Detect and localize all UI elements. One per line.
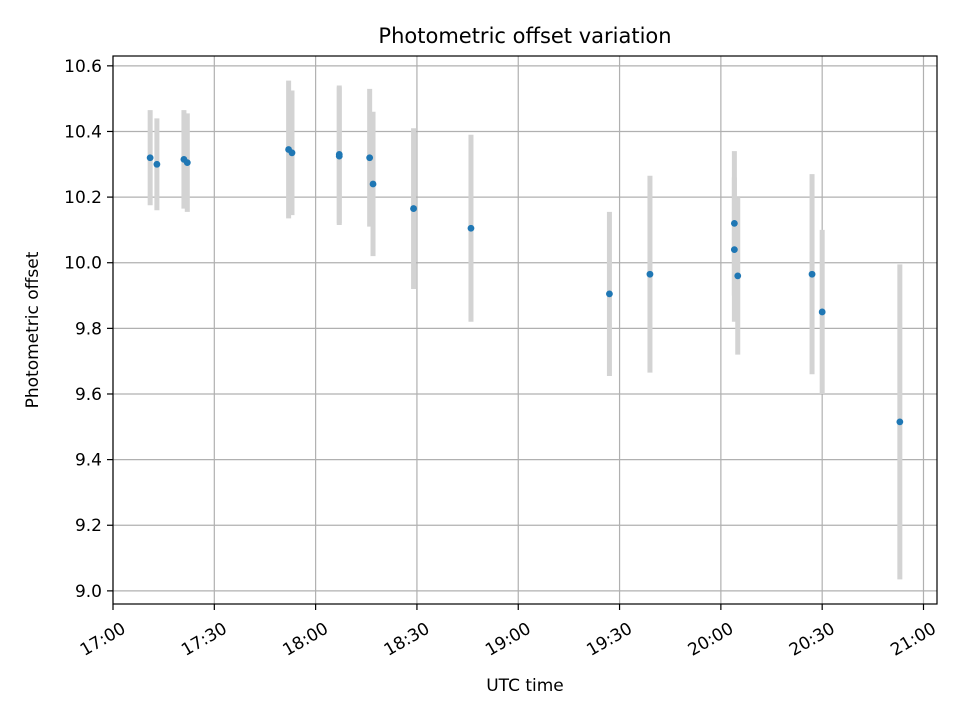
- data-point: [808, 270, 816, 278]
- data-point: [818, 308, 826, 316]
- x-axis-title: UTC time: [486, 676, 564, 696]
- data-point: [146, 154, 154, 162]
- plot-frame: [112, 55, 938, 605]
- y-tick-label: 10.4: [64, 122, 102, 142]
- grid: [112, 56, 937, 604]
- data-point: [335, 152, 343, 160]
- y-axis-ticks: 9.0 9.2 9.4 9.6 9.8 10.0 10.2 10.4 10.6: [64, 57, 113, 602]
- data-point: [734, 272, 742, 280]
- y-tick-label: 9.6: [75, 385, 102, 405]
- y-tick-label: 10.2: [64, 188, 102, 208]
- data-points: [146, 146, 904, 426]
- y-tick-label: 9.0: [75, 582, 102, 602]
- y-axis-title: Photometric offset: [23, 251, 43, 408]
- data-point: [606, 290, 613, 298]
- data-point: [896, 418, 904, 426]
- data-point: [730, 246, 738, 254]
- data-point: [183, 159, 191, 167]
- data-point: [646, 270, 654, 278]
- data-point: [153, 160, 161, 168]
- y-tick-label: 9.2: [75, 516, 102, 536]
- y-tick-label: 9.8: [75, 319, 102, 339]
- data-point: [730, 219, 738, 227]
- y-tick-label: 9.4: [75, 451, 102, 471]
- data-point: [366, 154, 374, 162]
- data-point: [410, 205, 417, 212]
- data-point: [288, 149, 296, 157]
- data-point: [467, 224, 475, 232]
- chart-title: Photometric offset variation: [378, 24, 671, 48]
- data-point: [369, 180, 377, 188]
- y-tick-label: 10.6: [64, 57, 102, 77]
- y-tick-label: 10.0: [64, 254, 102, 274]
